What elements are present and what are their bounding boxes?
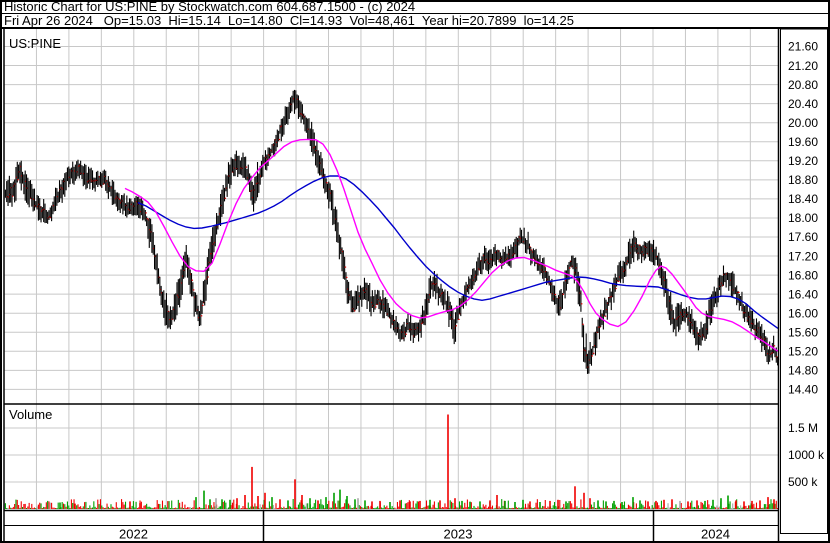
- axis-labels-layer: 21.60 21.20 20.80 20.40 20.00 19.60 19.20 18.80…: [119, 40, 825, 542]
- axis-tick-label: 1000 k: [788, 448, 825, 462]
- axis-tick-label: 15.20: [788, 345, 818, 359]
- axis-tick-label: 17.20: [788, 249, 818, 263]
- axis-tick-label: 17.60: [788, 230, 818, 244]
- symbol-label: US:PINE: [9, 36, 61, 51]
- chart-info-line: Fri Apr 26 2024 Op=15.03 Hi=15.14 Lo=14.…: [4, 13, 574, 28]
- axis-tick-label: 21.60: [788, 40, 818, 54]
- axis-tick-label: 500 k: [788, 475, 818, 489]
- axis-tick-label: 19.20: [788, 154, 818, 168]
- axis-tick-label: 1.5 M: [788, 421, 818, 435]
- grid-layer: [4, 29, 778, 510]
- volume-panel-label: Volume: [9, 407, 52, 422]
- axis-tick-label: 18.40: [788, 192, 818, 206]
- axis-tick-label: 19.60: [788, 135, 818, 149]
- axis-tick-label: 14.80: [788, 364, 818, 378]
- axis-tick-label: 2024: [701, 527, 730, 542]
- axis-tick-label: 2023: [444, 527, 473, 542]
- axis-tick-label: 20.00: [788, 116, 818, 130]
- axis-tick-label: 20.80: [788, 78, 818, 92]
- axis-tick-label: 18.80: [788, 173, 818, 187]
- axis-tick-label: 16.40: [788, 287, 818, 301]
- axis-tick-label: 18.00: [788, 211, 818, 225]
- axis-tick-label: 15.60: [788, 325, 818, 339]
- axis-tick-label: 21.20: [788, 59, 818, 73]
- axis-tick-label: 2022: [119, 527, 148, 542]
- volume-bars-layer: [4, 414, 779, 509]
- price-bars-layer: [4, 89, 780, 374]
- axis-tick-label: 16.00: [788, 306, 818, 320]
- moving-average-lines: [124, 138, 779, 352]
- axis-tick-label: 20.40: [788, 97, 818, 111]
- axis-tick-label: 16.80: [788, 268, 818, 282]
- axis-tick-label: 14.40: [788, 383, 818, 397]
- chart-title: Historic Chart for US:PINE by Stockwatch…: [4, 0, 415, 14]
